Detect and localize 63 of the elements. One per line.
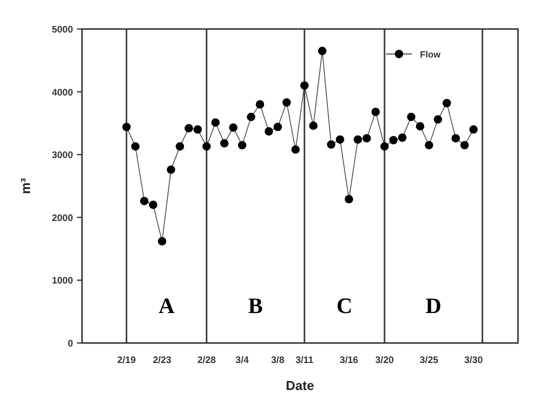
point	[354, 135, 362, 144]
point	[184, 124, 193, 132]
point	[140, 196, 148, 206]
point	[424, 140, 434, 150]
x-tick-label: 3/11	[295, 355, 314, 366]
point	[256, 100, 264, 109]
point	[264, 127, 274, 136]
x-tick-label: 2/23	[152, 355, 172, 366]
x-tick-label: 2/19	[117, 355, 136, 366]
x-axis-title: Date	[286, 378, 314, 393]
legend-label: Flow	[420, 50, 442, 60]
point	[220, 139, 229, 148]
point	[469, 125, 478, 134]
point	[452, 134, 460, 142]
point	[300, 81, 309, 90]
point	[389, 136, 398, 144]
annotation: C	[336, 293, 352, 318]
point	[202, 142, 211, 151]
point	[282, 98, 291, 107]
annotation: B	[248, 293, 264, 318]
y-tick-label: 1000	[52, 276, 73, 287]
y-tick-label: 5000	[52, 24, 73, 36]
point	[434, 115, 442, 124]
x-tick-label: 3/30	[464, 355, 483, 366]
point	[326, 140, 336, 149]
x-tick-label: 3/8	[271, 355, 284, 366]
point	[158, 237, 166, 246]
point	[344, 194, 354, 204]
point	[371, 108, 380, 116]
x-tick-label: 2/28	[197, 355, 216, 366]
point	[309, 122, 318, 130]
point	[122, 122, 131, 132]
point	[398, 133, 407, 142]
x-tick-label: 3/25	[420, 355, 439, 366]
point	[416, 122, 424, 131]
point	[380, 142, 389, 151]
point	[166, 165, 176, 174]
point	[318, 46, 326, 56]
point	[460, 140, 469, 150]
point	[148, 200, 158, 210]
y-tick-label: 0	[68, 338, 73, 350]
x-tick-label: 3/20	[375, 355, 394, 366]
x-tick-label: 3/4	[236, 355, 250, 366]
y-tick-label: 4000	[52, 87, 73, 98]
point	[291, 145, 300, 154]
point	[238, 140, 246, 150]
point	[246, 112, 256, 122]
point	[336, 135, 344, 144]
point	[442, 98, 452, 108]
point	[211, 118, 220, 127]
y-tick-label: 2000	[52, 212, 73, 224]
point	[274, 122, 282, 132]
point	[362, 134, 371, 142]
point	[131, 142, 140, 151]
annotation: D	[426, 293, 442, 318]
point	[229, 123, 238, 132]
point	[407, 112, 416, 122]
point	[176, 142, 184, 151]
x-tick-label: 3/16	[340, 355, 358, 366]
point	[193, 125, 202, 134]
annotation: A	[158, 293, 175, 318]
y-tick-label: 3000	[52, 150, 73, 162]
y-axis-title: m³	[18, 177, 33, 194]
